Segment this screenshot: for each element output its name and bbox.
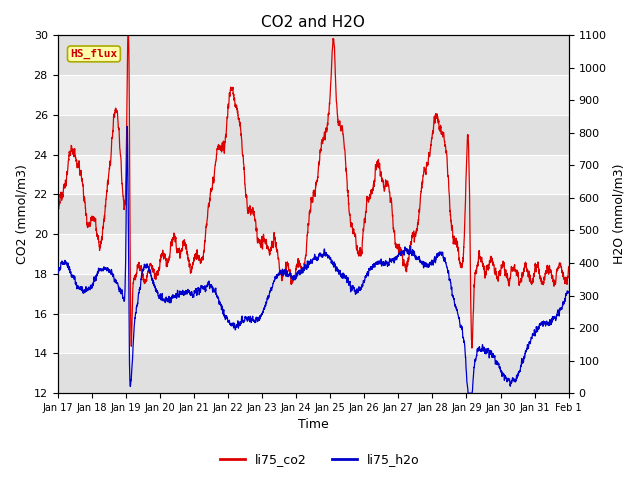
Bar [58, 194, 569, 234]
X-axis label: Time: Time [298, 419, 328, 432]
Text: HS_flux: HS_flux [70, 49, 118, 59]
Bar [58, 274, 569, 313]
Y-axis label: CO2 (mmol/m3): CO2 (mmol/m3) [15, 164, 28, 264]
Title: CO2 and H2O: CO2 and H2O [261, 15, 365, 30]
Bar [58, 234, 569, 274]
Legend: li75_co2, li75_h2o: li75_co2, li75_h2o [215, 448, 425, 471]
Bar [58, 155, 569, 194]
Y-axis label: H2O (mmol/m3): H2O (mmol/m3) [612, 164, 625, 264]
Bar [58, 75, 569, 115]
Bar [58, 353, 569, 393]
Bar [58, 115, 569, 155]
Bar [58, 313, 569, 353]
Bar [58, 36, 569, 75]
